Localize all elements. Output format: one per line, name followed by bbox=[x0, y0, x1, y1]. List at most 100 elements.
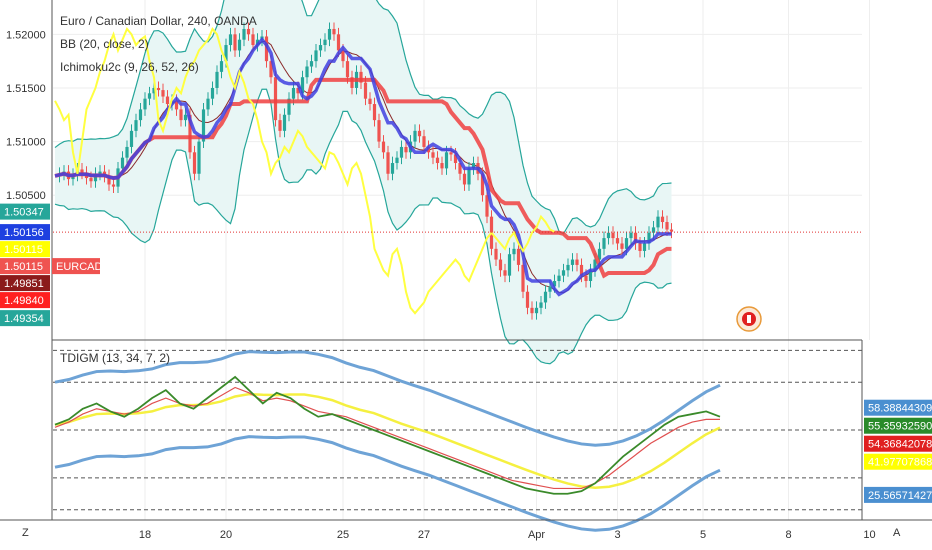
candle-body bbox=[278, 120, 282, 131]
time-tick-label: 27 bbox=[418, 529, 430, 541]
candle-body bbox=[282, 114, 287, 131]
candle-body bbox=[233, 34, 237, 51]
candle-body bbox=[219, 61, 224, 72]
candle-body bbox=[431, 152, 435, 158]
tdi-signal-line bbox=[54, 386, 720, 490]
candle-body bbox=[512, 248, 516, 255]
candle-body bbox=[575, 259, 579, 265]
tdi-value-badge bbox=[864, 399, 932, 416]
candle-body bbox=[453, 154, 458, 164]
candle-body bbox=[656, 216, 660, 228]
candle-body bbox=[471, 163, 476, 169]
bb-fill bbox=[55, 0, 672, 364]
chikou-line bbox=[54, 27, 555, 315]
price-badge-label: 1.50347 bbox=[4, 207, 44, 219]
symbol-tag-label: EURCAD bbox=[56, 261, 103, 273]
price-badges: 1.50347 1.50156 1.50115 1.50115 EURCAD 1.4985… bbox=[0, 203, 103, 327]
candle-body bbox=[246, 28, 251, 35]
candle-body bbox=[327, 28, 332, 40]
legend-bb[interactable]: BB (20, close, 2) bbox=[60, 37, 149, 51]
legend-tdigm[interactable]: TDIGM (13, 34, 7, 2) bbox=[60, 351, 170, 365]
candle-body bbox=[381, 141, 386, 153]
candle-body bbox=[422, 136, 426, 147]
candle-body bbox=[620, 243, 624, 249]
candle-body bbox=[197, 141, 201, 174]
candle-body bbox=[552, 281, 557, 287]
symbol-tag bbox=[52, 258, 100, 275]
tdi-lines bbox=[54, 350, 721, 532]
candle-body bbox=[386, 152, 390, 174]
tdi-value-badge bbox=[864, 342, 932, 359]
candle-body bbox=[588, 270, 593, 282]
candle-body bbox=[633, 232, 638, 244]
svg-text:Z: Z bbox=[22, 527, 29, 539]
candle-body bbox=[494, 248, 498, 260]
time-tick-label: 5 bbox=[700, 529, 706, 541]
candle-body bbox=[435, 157, 440, 164]
candle-body bbox=[147, 93, 152, 99]
tdi-value-label: 58.38844309 bbox=[868, 403, 932, 415]
candle-body bbox=[314, 50, 318, 62]
candle-body bbox=[134, 120, 138, 131]
tdi-value-label: 80.00000000 bbox=[868, 345, 932, 357]
price-tick-label: 1.51500 bbox=[6, 83, 46, 95]
candle-body bbox=[413, 130, 417, 142]
candle-body bbox=[485, 195, 489, 217]
tdi-value-label: 41.97707868 bbox=[868, 457, 932, 469]
timezone-button[interactable]: Z bbox=[22, 527, 29, 539]
candle-body bbox=[642, 243, 647, 251]
candle-body bbox=[192, 152, 197, 174]
candle-body bbox=[449, 152, 453, 155]
price-badge-label: 1.49851 bbox=[4, 278, 44, 290]
tdi-value-badge bbox=[864, 503, 932, 519]
candle-body bbox=[444, 152, 449, 169]
tdi-upper-band bbox=[54, 350, 721, 447]
candle-body bbox=[557, 275, 561, 282]
candle-body bbox=[341, 50, 345, 62]
ichimoku-lines bbox=[54, 27, 672, 315]
price-badge bbox=[0, 258, 50, 275]
candle-body bbox=[399, 146, 404, 158]
candle-body bbox=[404, 146, 408, 153]
candle-body bbox=[111, 184, 116, 187]
price-badge bbox=[0, 203, 50, 220]
tdi-value-badge bbox=[864, 435, 932, 452]
tdi-axis-badges: 80.00000000 58.38844309 55.35932590 54.3684… bbox=[864, 342, 932, 519]
price-badge-label: 1.50115 bbox=[4, 244, 43, 256]
candle-body bbox=[593, 259, 597, 271]
candle-body bbox=[462, 173, 467, 185]
candle-body bbox=[579, 264, 584, 276]
auto-scale-button[interactable]: A bbox=[893, 527, 901, 539]
tdi-value-badge bbox=[864, 486, 932, 503]
price-axis-ticks: 1.52000 1.51500 1.51000 1.50500 bbox=[6, 29, 46, 202]
candle-body bbox=[480, 173, 485, 196]
candle-body bbox=[201, 109, 206, 142]
candle-body bbox=[237, 39, 242, 51]
candle-body bbox=[264, 36, 269, 62]
candle-body bbox=[372, 104, 377, 121]
candle-body bbox=[521, 264, 525, 292]
candle-body bbox=[206, 98, 210, 110]
candle-body bbox=[309, 61, 314, 67]
time-tick-label: 25 bbox=[337, 529, 349, 541]
price-badge bbox=[0, 224, 50, 241]
canada-flag-icon[interactable] bbox=[736, 306, 762, 332]
candle-body bbox=[624, 238, 629, 249]
candle-body bbox=[377, 120, 381, 142]
candle-body bbox=[224, 45, 228, 62]
price-badge-label: 1.49840 bbox=[4, 295, 44, 307]
candle-body bbox=[570, 259, 575, 265]
legend-ichimoku[interactable]: Ichimoku2c (9, 26, 52, 26) bbox=[60, 60, 199, 74]
candle-body bbox=[251, 34, 255, 46]
bb-upper bbox=[54, 0, 672, 235]
kijun-line bbox=[54, 77, 672, 279]
candle-body bbox=[350, 77, 354, 88]
candle-body bbox=[498, 259, 503, 271]
candle-body bbox=[300, 77, 305, 94]
candle-body bbox=[647, 232, 651, 244]
time-tick-label: 10 bbox=[863, 529, 875, 541]
price-tick-label: 1.50500 bbox=[6, 190, 46, 202]
tdi-value-label: 54.36842078 bbox=[868, 439, 932, 451]
candle-body bbox=[318, 45, 323, 51]
